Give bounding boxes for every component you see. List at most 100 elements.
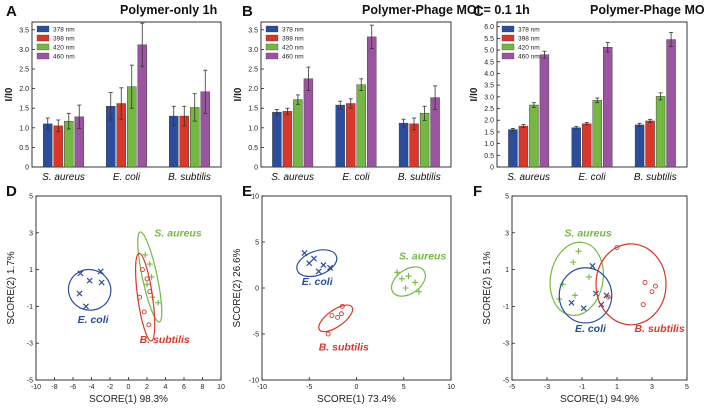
- bar: [398, 122, 409, 168]
- bar: [272, 111, 282, 168]
- category-label: E. coli: [113, 172, 141, 183]
- group-label: B. subtilis: [140, 334, 190, 346]
- y-tick-label: -3: [503, 341, 509, 348]
- data-point: [141, 309, 147, 315]
- y-tick-label: 4.5: [484, 59, 494, 66]
- data-point: [76, 290, 83, 297]
- x-axis-label: SCORE(1) 94.9%: [560, 394, 639, 405]
- y-tick-label: 6.0: [484, 24, 494, 31]
- data-point: [415, 288, 422, 295]
- data-point: [310, 255, 317, 262]
- bar-panel-a: A Polymer-only 1h 0 0.5 1.0 1.5 2.0 2.5 3.0 3.5 I/…: [4, 3, 222, 183]
- bar: [43, 123, 53, 168]
- y-tick-label: 3.5: [248, 27, 258, 34]
- data-point: [339, 303, 345, 309]
- data-point: [144, 276, 150, 282]
- y-tick-label: -1: [27, 304, 33, 311]
- bar: [571, 127, 581, 168]
- legend-swatch: [265, 52, 279, 60]
- x-tick-label: -10: [31, 384, 41, 391]
- bar: [529, 104, 539, 168]
- data-point: [580, 305, 587, 312]
- y-tick-label: 2.5: [248, 67, 258, 74]
- legend-label: 378 nm: [53, 27, 75, 34]
- legend-swatch: [265, 43, 279, 51]
- legend-label: 420 nm: [518, 45, 540, 52]
- confidence-ellipse: [558, 267, 613, 324]
- y-tick-label: -5: [503, 378, 509, 385]
- bar: [539, 54, 550, 168]
- bar: [603, 47, 613, 168]
- bar: [346, 103, 356, 168]
- data-point: [315, 268, 322, 275]
- legend-swatch: [36, 43, 50, 51]
- data-point: [335, 314, 341, 320]
- data-point: [77, 270, 84, 277]
- panel-letter: A: [6, 3, 17, 20]
- y-tick-label: 3: [505, 230, 509, 237]
- data-point: [568, 299, 575, 306]
- category-label: B. subtilis: [398, 172, 441, 183]
- legend-swatch: [501, 43, 515, 51]
- bar-panel-b: B Polymer-Phage MOI = 0.1 1h 0 0.5 1.0 1.5 2.0…: [233, 3, 530, 183]
- legend-swatch: [501, 25, 515, 33]
- data-point: [575, 248, 582, 255]
- bar: [356, 84, 366, 168]
- x-axis-label: SCORE(1) 98.3%: [89, 394, 168, 405]
- data-point: [325, 331, 331, 337]
- y-tick-label: 2.0: [19, 86, 29, 93]
- plot-frame: [35, 195, 222, 381]
- data-point: [155, 299, 162, 306]
- y-tick-label: 1.0: [19, 125, 29, 132]
- group-label: B. subtilis: [319, 342, 369, 354]
- data-point: [405, 273, 412, 280]
- y-tick-label: 0.5: [484, 153, 494, 160]
- data-point: [614, 245, 620, 250]
- x-tick-label: -4: [88, 384, 94, 391]
- legend-label: 398 nm: [518, 36, 540, 43]
- group-label: S. aureus: [154, 227, 201, 239]
- x-tick-label: 10: [447, 384, 455, 391]
- y-tick-label: 1.0: [248, 125, 258, 132]
- y-tick-label: 5.0: [484, 48, 494, 55]
- y-tick-label: 2.0: [484, 118, 494, 125]
- confidence-ellipse: [67, 268, 112, 311]
- scatter-panel-d: D -10 -8 -6 -4 -2 0 2 4 6 8 10 -5 -3 -1 1 3 5 SCORE(1) 98.…: [6, 183, 225, 405]
- data-point: [97, 268, 104, 275]
- y-tick-label: 3.0: [19, 47, 29, 54]
- bar: [645, 120, 655, 168]
- y-tick-label: 3: [29, 230, 33, 237]
- x-tick-label: -5: [509, 384, 515, 391]
- x-tick-label: 8: [201, 384, 205, 391]
- y-tick-label: 1: [505, 267, 509, 274]
- panel-letter: B: [242, 3, 253, 20]
- y-tick-label: 10: [251, 194, 259, 201]
- y-tick-label: -3: [27, 341, 33, 348]
- category-label: E. coli: [578, 172, 606, 183]
- data-point: [642, 280, 648, 285]
- data-point: [137, 294, 143, 300]
- group-label: E. coli: [575, 323, 607, 335]
- panel-title: Polymer-only 1h: [120, 3, 217, 17]
- x-axis-label: SCORE(1) 73.4%: [317, 394, 396, 405]
- confidence-ellipse: [390, 266, 427, 297]
- panel-letter: F: [473, 183, 482, 200]
- y-tick-label: 3.0: [484, 94, 494, 101]
- y-tick-label: 0.5: [19, 145, 29, 152]
- category-label: E. coli: [342, 172, 370, 183]
- legend-label: 378 nm: [282, 27, 304, 34]
- legend-label: 398 nm: [282, 36, 304, 43]
- data-point: [144, 281, 150, 288]
- x-tick-label: -3: [544, 384, 550, 391]
- data-point: [320, 261, 327, 269]
- data-point: [98, 279, 105, 286]
- bar: [419, 113, 430, 168]
- data-point: [338, 311, 344, 317]
- data-point: [603, 292, 610, 299]
- legend-label: 460 nm: [518, 54, 540, 61]
- scatter-panel-f: F -5 -3 -1 1 3 5 -5 -3 -1 1 3 5 SCORE(1) 94.9% SCORE(2…: [473, 183, 689, 405]
- legend-label: 398 nm: [53, 36, 75, 43]
- data-point: [649, 289, 655, 295]
- panel-letter: C: [473, 3, 484, 20]
- category-label: S. aureus: [271, 172, 314, 183]
